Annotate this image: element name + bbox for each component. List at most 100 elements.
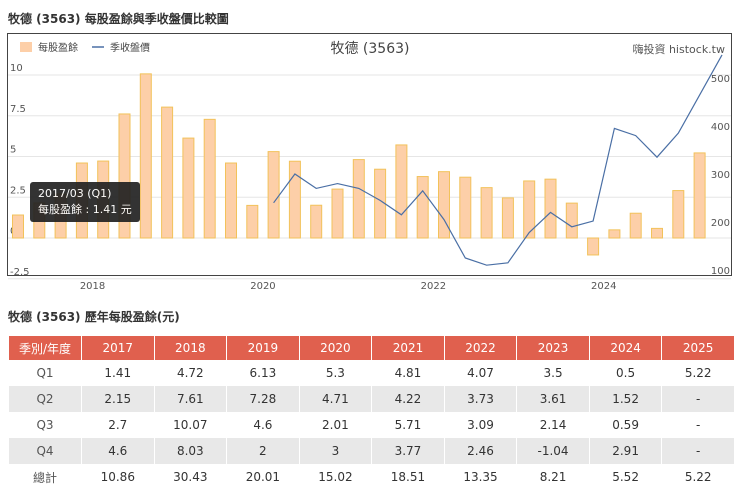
price-line [273,54,723,266]
eps-bar-2020Q3[interactable] [310,204,323,239]
x-tick: 2024 [591,281,616,292]
table-header: 2024 [589,335,662,360]
table-cell: 5.22 [684,366,712,380]
y-right-tick: 500 [711,74,730,85]
eps-bar-2022Q4[interactable] [501,197,514,239]
chart-credit[interactable]: 嗨投資 histock.tw [632,42,725,56]
tooltip-text: 每股盈餘 : 1.41 元 [38,203,132,216]
eps-bar-2019Q3[interactable] [225,162,237,239]
table-cell: 2.01 [322,418,349,432]
eps-bar-2024Q2[interactable] [629,212,642,239]
table-header: 2022 [444,335,517,360]
table-cell: - [662,386,734,412]
table-cell: 4.81 [394,366,422,380]
eps-bar-2025Q1[interactable] [693,152,706,239]
eps-bar-2023Q2[interactable] [544,178,557,239]
eps-bar-2021Q1[interactable] [352,159,365,239]
table-cell: 2.7 [108,418,128,432]
table-cell: 13.35 [463,470,498,484]
table-cell: 0.59 [612,418,639,432]
table-cell: 30.43 [173,470,208,484]
table-cell: 4.71 [299,386,372,412]
table-cell: 5.3 [325,366,345,380]
table-cell: 20.01 [245,470,281,484]
table-cell: 4.6 [253,418,273,432]
eps-bar-2021Q4[interactable] [416,176,429,239]
legend-eps[interactable]: 每股盈餘 [38,41,78,54]
table-cell: 3.5 [543,366,563,380]
y-left-tick: 5 [10,145,16,156]
table-row: Q4 4.6 8.03 2 3 3.77 2.46 -1.04 2.91- [9,438,734,464]
y-left-tick: 10 [10,63,23,74]
table-cell: 2.46 [444,438,517,464]
chart-frame [7,33,732,276]
eps-bar-2019Q2[interactable] [203,118,216,239]
table-cell: 10.86 [100,470,135,484]
eps-bar-2021Q3[interactable] [395,144,408,239]
eps-bar-2022Q1[interactable] [438,171,450,239]
eps-bar-2023Q4[interactable] [587,237,600,256]
eps-bar-2024Q4[interactable] [672,190,685,239]
table-cell: 4.6 [82,438,154,464]
table-header: 2023 [517,335,589,360]
eps-price-chart: -2.502.557.51010020030040050020182020202… [8,41,731,292]
eps-bar-2022Q3[interactable] [480,187,493,239]
table-cell: - [696,418,701,432]
eps-bar-2018Q2[interactable] [118,113,131,239]
row-label: Q3 [36,418,54,432]
table-cell: -1.04 [517,438,589,464]
y-right-tick: 400 [711,122,730,133]
eps-bar-2024Q3[interactable] [651,227,663,239]
table-row: Q3 2.7 10.07 4.6 2.01 5.71 3.09 2.14 0.59 - [9,412,734,438]
table-cell: 3 [299,438,372,464]
table-cell: 0.5 [616,366,636,380]
table-cell: 4.07 [467,366,494,380]
table-cell: 15.02 [318,470,353,484]
eps-bar-2023Q3[interactable] [565,202,578,239]
y-left-tick: -2.5 [10,267,30,278]
eps-bar-2018Q4[interactable] [161,106,174,239]
table-header: 季別/年度 [9,335,81,360]
table-cell: 8.21 [539,470,567,484]
chart-heading: 牧德 (3563) 每股盈餘與季收盤價比較圖 [8,12,229,26]
eps-bar-2020Q4[interactable] [331,188,344,239]
table-cell: 3.77 [372,438,444,464]
table-cell: 6.13 [249,366,277,380]
eps-bar-2017Q1[interactable] [12,214,24,239]
table-cell: 2.15 [82,386,154,412]
table-cell: 3.73 [444,386,517,412]
eps-bar-2020Q1[interactable] [267,151,280,239]
table-cell: 3.09 [467,418,494,432]
table-row: 總計 10.86 30.43 20.01 15.02 18.51 13.35 8.21 5.52… [9,464,734,490]
table-row: Q2 2.15 7.61 7.28 4.71 4.22 3.73 3.61 1.52- [9,386,734,412]
chart-title: 牧德 (3563) [330,41,409,57]
eps-bar-2024Q1[interactable] [608,229,621,239]
table-cell: 8.03 [154,438,227,464]
table-cell: 10.07 [173,418,208,432]
eps-bar-2023Q1[interactable] [523,180,536,239]
table-cell: 2.91 [589,438,662,464]
eps-bar-2019Q1[interactable] [182,137,195,239]
eps-bar-2019Q4[interactable] [246,204,259,239]
legend-price[interactable]: 季收盤價 [110,41,150,54]
eps-bar-2022Q2[interactable] [459,176,472,239]
table-header: 2020 [299,335,372,360]
row-label: Q4 [9,438,81,464]
table-cell: 7.28 [227,386,299,412]
eps-bar-2020Q2[interactable] [288,160,301,239]
table-cell: 1.52 [589,386,662,412]
table-cell: 2 [227,438,299,464]
table-cell: 5.52 [612,470,639,484]
y-left-tick: 7.5 [10,104,26,115]
table-header: 2017 [82,335,154,360]
tooltip: 2017/03 (Q1) 每股盈餘 : 1.41 元 [30,182,140,222]
eps-bar-2018Q3[interactable] [139,73,152,239]
table-cell: - [662,438,734,464]
row-label: 總計 [32,470,57,485]
table-heading: 牧德 (3563) 歷年每股盈餘(元) [8,310,180,324]
tooltip-title: 2017/03 (Q1) [38,187,112,200]
table-cell: 3.61 [517,386,589,412]
table-header: 2019 [227,335,299,360]
y-left-tick: 2.5 [10,185,26,196]
row-label: Q2 [9,386,81,412]
